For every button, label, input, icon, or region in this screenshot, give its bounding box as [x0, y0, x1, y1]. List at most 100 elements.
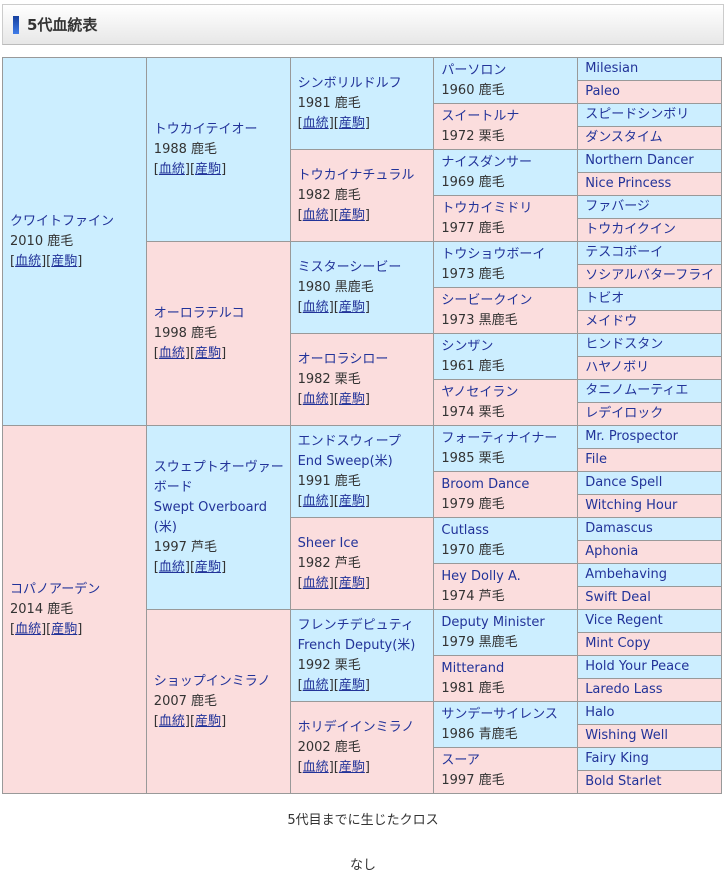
bracket: ]	[364, 207, 370, 223]
horse-name-link[interactable]: Halo	[585, 705, 615, 720]
offspring-link[interactable]: 産駒	[195, 559, 222, 575]
horse-detail: 1979 鹿毛	[441, 496, 505, 512]
horse-name-link[interactable]: メイドウ	[585, 314, 638, 329]
horse-name-link[interactable]: Witching Hour	[585, 498, 678, 513]
horse-name-link[interactable]: Damascus	[585, 521, 653, 536]
horse-name-link[interactable]: ヤノセイラン	[441, 384, 519, 400]
pedigree-link[interactable]: 血統	[302, 575, 329, 591]
horse-name-link[interactable]: オーロラシロー	[297, 351, 389, 367]
horse-name-link[interactable]: Northern Dancer	[585, 153, 694, 168]
offspring-link[interactable]: 産駒	[338, 391, 365, 407]
horse-name-link[interactable]: コパノアーデン	[10, 581, 101, 597]
horse-name-link[interactable]: シービークイン	[441, 292, 533, 308]
pedigree-link[interactable]: 血統	[302, 391, 329, 407]
horse-name-link[interactable]: Deputy Minister	[441, 614, 545, 630]
pedigree-cell: Cutlass 1970 鹿毛	[433, 517, 579, 564]
horse-name-link[interactable]: Ambehaving	[585, 567, 667, 582]
horse-name-link[interactable]: シンザン	[441, 338, 494, 354]
horse-name-link[interactable]: ナイスダンサー	[441, 154, 533, 170]
horse-name-link[interactable]: スウェプトオーヴァーボード	[153, 459, 284, 495]
horse-name-link[interactable]: フォーティナイナー	[441, 430, 558, 446]
horse-name-link[interactable]: File	[585, 452, 607, 467]
pedigree-link[interactable]: 血統	[158, 713, 185, 729]
horse-name-link[interactable]: ミスターシービー	[297, 259, 402, 275]
horse-foreign-name-link[interactable]: French Deputy(米)	[297, 637, 416, 653]
horse-name-link[interactable]: Mint Copy	[585, 636, 651, 651]
offspring-link[interactable]: 産駒	[338, 207, 365, 223]
horse-name-link[interactable]: Fairy King	[585, 751, 649, 766]
horse-name-link[interactable]: サンデーサイレンス	[441, 706, 558, 722]
horse-name-link[interactable]: ショップインミラノ	[153, 673, 271, 689]
offspring-link[interactable]: 産駒	[51, 253, 78, 269]
horse-name-link[interactable]: Broom Dance	[441, 476, 530, 492]
pedigree-link[interactable]: 血統	[15, 621, 42, 637]
pedigree-link[interactable]: 血統	[158, 559, 185, 575]
offspring-link[interactable]: 産駒	[338, 575, 365, 591]
horse-name-link[interactable]: オーロラテルコ	[153, 305, 245, 321]
horse-name-link[interactable]: クワイトファイン	[10, 213, 115, 229]
offspring-link[interactable]: 産駒	[51, 621, 78, 637]
horse-name-link[interactable]: Cutlass	[441, 522, 489, 538]
horse-name-link[interactable]: レデイロック	[585, 406, 664, 421]
offspring-link[interactable]: 産駒	[338, 759, 365, 775]
pedigree-link[interactable]: 血統	[302, 207, 329, 223]
offspring-link[interactable]: 産駒	[195, 161, 222, 177]
horse-name-link[interactable]: ヒンドスタン	[585, 337, 664, 352]
horse-detail: 1980 黒鹿毛	[297, 279, 374, 295]
horse-name-link[interactable]: Hold Your Peace	[585, 659, 690, 674]
horse-name-link[interactable]: ダンスタイム	[585, 130, 663, 145]
horse-detail: 1986 青鹿毛	[441, 726, 518, 742]
horse-name-link[interactable]: パーソロン	[441, 62, 507, 78]
horse-name-link[interactable]: スーア	[441, 752, 480, 768]
horse-name-link[interactable]: Mitterand	[441, 660, 505, 676]
pedigree-link[interactable]: 血統	[302, 759, 329, 775]
offspring-link[interactable]: 産駒	[195, 345, 222, 361]
horse-name-link[interactable]: ハヤノボリ	[585, 360, 650, 375]
horse-name-link[interactable]: Aphonia	[585, 544, 639, 559]
horse-name-link[interactable]: タニノムーティエ	[585, 383, 689, 398]
horse-name-link[interactable]: スイートルナ	[441, 108, 520, 124]
horse-name-link[interactable]: Wishing Well	[585, 728, 668, 743]
pedigree-cell: オーロラシロー 1982 栗毛 [血統][産駒]	[289, 333, 435, 426]
horse-name-link[interactable]: Laredo Lass	[585, 682, 663, 697]
offspring-link[interactable]: 産駒	[338, 299, 365, 315]
horse-name-link[interactable]: トウショウボーイ	[441, 246, 546, 262]
horse-name-link[interactable]: Mr. Prospector	[585, 429, 679, 444]
offspring-link[interactable]: 産駒	[195, 713, 222, 729]
horse-name-link[interactable]: Paleo	[585, 84, 620, 99]
horse-name-link[interactable]: トウカイテイオー	[153, 121, 258, 137]
horse-name-link[interactable]: Swift Deal	[585, 590, 651, 605]
pedigree-link[interactable]: 血統	[302, 493, 329, 509]
pedigree-link[interactable]: 血統	[158, 345, 185, 361]
pedigree-link[interactable]: 血統	[302, 677, 329, 693]
horse-name-link[interactable]: エンドスウィープ	[297, 433, 401, 449]
horse-name-link[interactable]: Sheer Ice	[297, 535, 359, 551]
horse-name-link[interactable]: フレンチデピュティ	[297, 617, 414, 633]
horse-name-link[interactable]: トビオ	[585, 291, 625, 306]
horse-name-link[interactable]: ファバージ	[585, 199, 650, 214]
horse-name-link[interactable]: Hey Dolly A.	[441, 568, 521, 584]
horse-name-link[interactable]: Milesian	[585, 61, 639, 76]
horse-name-link[interactable]: トウカイクイン	[585, 222, 676, 237]
horse-name-link[interactable]: トウカイナチュラル	[297, 167, 415, 183]
offspring-link[interactable]: 産駒	[338, 115, 365, 131]
horse-foreign-name-link[interactable]: End Sweep(米)	[297, 453, 393, 469]
horse-name-link[interactable]: Nice Princess	[585, 176, 672, 191]
horse-name-link[interactable]: ホリデイインミラノ	[297, 719, 415, 735]
horse-name-link[interactable]: Dance Spell	[585, 475, 663, 490]
pedigree-link[interactable]: 血統	[302, 299, 329, 315]
horse-name-link[interactable]: テスコボーイ	[585, 245, 664, 260]
horse-name-link[interactable]: Vice Regent	[585, 613, 663, 628]
pedigree-link[interactable]: 血統	[158, 161, 185, 177]
horse-foreign-name-link[interactable]: Swept Overboard(米)	[153, 499, 267, 535]
offspring-link[interactable]: 産駒	[338, 677, 365, 693]
horse-name-link[interactable]: スピードシンボリ	[585, 107, 690, 122]
horse-name-link[interactable]: シンボリルドルフ	[297, 75, 402, 91]
pedigree-link[interactable]: 血統	[302, 115, 329, 131]
horse-name-link[interactable]: ソシアルバターフライ	[585, 268, 715, 283]
horse-name-link[interactable]: トウカイミドリ	[441, 200, 533, 216]
offspring-link[interactable]: 産駒	[338, 493, 365, 509]
pedigree-link[interactable]: 血統	[15, 253, 42, 269]
horse-name-link[interactable]: Bold Starlet	[585, 774, 662, 789]
pedigree-cell: エンドスウィープ End Sweep(米) 1991 鹿毛 [血統][産駒]	[289, 425, 435, 518]
